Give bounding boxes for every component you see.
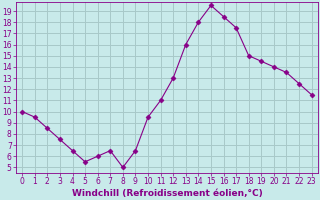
X-axis label: Windchill (Refroidissement éolien,°C): Windchill (Refroidissement éolien,°C) [72,189,262,198]
